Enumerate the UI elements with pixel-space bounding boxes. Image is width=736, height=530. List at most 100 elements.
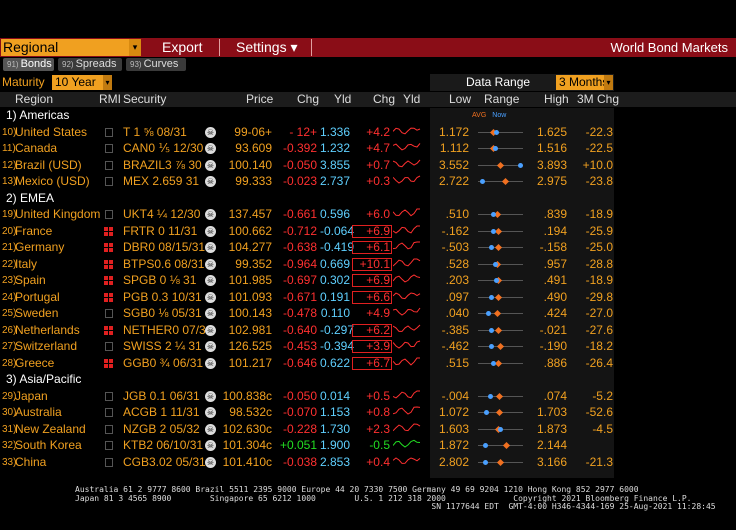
skull-icon[interactable]: ☠ (205, 407, 216, 418)
group-header[interactable]: 2) EMEA (6, 190, 55, 205)
table-row[interactable]: 28) Greece GGB0 ¾ 06/31 ☠ 101.217 -0.646 0.622… (0, 356, 736, 371)
skull-icon[interactable]: ☠ (205, 291, 216, 303)
table-row[interactable]: 33) China CGB3.02 05/31 ☠ 101.410c -0.038 2.85… (0, 455, 736, 470)
group-header[interactable]: 1) Americas (6, 108, 70, 122)
table-row[interactable]: 31) New Zealand NZGB 2 05/32 ☠ 102.630c -0.22… (0, 422, 736, 437)
col-price[interactable]: Price (246, 92, 274, 106)
range-high: 1.516 (536, 141, 567, 155)
skull-icon[interactable]: ☠ (205, 324, 216, 336)
yield-value: 1.232 (320, 141, 351, 155)
skull-icon[interactable]: ☠ (205, 126, 216, 138)
table-row[interactable]: 23) Spain SPGB 0 ⅛ 31 ☠ 101.985 -0.697 0.302 +6… (0, 273, 736, 288)
skull-icon[interactable]: ☠ (205, 209, 216, 220)
skull-icon[interactable]: ☠ (205, 143, 216, 154)
col-region[interactable]: Region (15, 92, 54, 106)
range-low: .097 (445, 289, 469, 304)
range-low: -.503 (441, 240, 469, 254)
skull-icon[interactable]: ☠ (205, 275, 216, 286)
three-month-change: -4.5 (592, 421, 613, 436)
table-row[interactable]: 12) Brazil (USD) BRAZIL3 ⅞ 30 ☠ 100.140 -0.05… (0, 158, 736, 173)
skull-icon[interactable]: ☠ (205, 258, 216, 270)
yield-value: 0.622 (320, 355, 351, 370)
col-rmi[interactable]: RMI (99, 92, 121, 106)
range-low: 1.072 (438, 405, 469, 419)
skull-icon[interactable]: ☠ (205, 159, 216, 171)
skull-icon[interactable]: ☠ (205, 242, 216, 253)
yield-change: +4.2 (366, 124, 390, 139)
table-row[interactable]: 13) Mexico (USD) MEX 2.659 31 ☠ 99.333 -0.023… (0, 174, 736, 189)
regional-dropdown[interactable]: Regional ▾ (1, 39, 141, 56)
col-chg[interactable]: Chg (297, 92, 320, 106)
table-row[interactable]: 22) Italy BTPS0.6 08/31 ☠ 99.352 -0.964 0.669 +… (0, 257, 736, 272)
tab-spreads[interactable]: 92) Spreads (58, 58, 122, 71)
table-row[interactable]: 25) Sweden SGB0 ⅛ 05/31 ☠ 100.143 -0.478 0.110… (0, 306, 736, 321)
table-row[interactable]: 30) Australia ACGB 1 11/31 ☠ 98.532c -0.070 1.… (0, 405, 736, 420)
row-number: 10) (2, 126, 17, 138)
rmi-icon (105, 127, 113, 137)
three-month-change: -18.9 (585, 207, 613, 221)
table-row[interactable]: 32) South Korea KTB2 06/10/31 ☠ 101.304c +0.0… (0, 438, 736, 453)
rmi-icon (105, 342, 113, 351)
maturity-dropdown[interactable]: 10 Year ▾ (52, 75, 112, 90)
table-row[interactable]: 10) United States T 1 ⅝ 08/31 ☠ 99-06+ - 12+ 1… (0, 125, 736, 140)
skull-icon[interactable]: ☠ (205, 456, 216, 468)
skull-icon[interactable]: ☠ (205, 225, 216, 237)
region-name: Portugal (15, 289, 60, 304)
table-row[interactable]: 11) Canada CAN0 ⅕ 12/30 ☠ 93.609 -0.392 1.232 +… (0, 141, 736, 156)
col-range[interactable]: Range (484, 92, 520, 106)
range-low: .528 (445, 256, 469, 271)
table-row[interactable]: 24) Portugal PGB 0.3 10/31 ☠ 101.093 -0.671 0.… (0, 290, 736, 305)
col-high[interactable]: High (544, 92, 569, 106)
skull-icon[interactable]: ☠ (205, 341, 216, 352)
col-3m-chg[interactable]: 3M Chg (577, 92, 620, 106)
tab-curves[interactable]: 93) Curves (126, 58, 186, 71)
menu-divider (311, 39, 312, 56)
security-name: SPGB 0 ⅛ 31 (123, 273, 197, 287)
table-row[interactable]: 26) Netherlands NETHER0 07/31 ☠ 102.981 -0.64… (0, 323, 736, 338)
now-marker (492, 146, 498, 151)
yield-change: +2.3 (366, 421, 390, 436)
skull-icon[interactable]: ☠ (205, 423, 216, 435)
skull-icon[interactable]: ☠ (205, 176, 216, 187)
data-range-dropdown[interactable]: 3 Months ▾ (556, 75, 613, 90)
table-row[interactable]: 21) Germany DBR0 08/15/31 ☠ 104.277 -0.638 -0.… (0, 240, 736, 255)
yield-change: +6.0 (366, 207, 390, 221)
col-security[interactable]: Security (123, 92, 167, 106)
table-row[interactable]: 27) Switzerland SWISS 2 ¼ 31 ☠ 126.525 -0.453… (0, 339, 736, 354)
region-name: Brazil (USD) (15, 157, 82, 172)
col-yld[interactable]: Yld (334, 92, 352, 106)
col-low[interactable]: Low (449, 92, 472, 106)
yield-change: +6.2 (366, 322, 390, 337)
table-row[interactable]: 29) Japan JGB 0.1 06/31 ☠ 100.838c -0.050 0.01… (0, 389, 736, 404)
footer-line: Australia 61 2 9777 8600 Brazil 5511 239… (75, 485, 639, 494)
col-yld-spark[interactable]: Yld (403, 92, 421, 106)
export-menu[interactable]: Export (162, 39, 203, 55)
tab-bonds[interactable]: 91) Bonds (3, 58, 54, 71)
yield-value: 1.730 (320, 421, 351, 436)
skull-icon[interactable]: ☠ (205, 308, 216, 319)
table-row[interactable]: 19) United Kingdom UKT4 ¼ 12/30 ☠ 137.457 -0.… (0, 207, 736, 222)
region-name: Spain (15, 273, 46, 287)
yield-value: 0.014 (320, 388, 351, 403)
price-value: 101.985 (228, 273, 272, 287)
highlight-box (352, 224, 392, 238)
price-change: -0.070 (282, 405, 317, 419)
avg-marker (497, 458, 505, 466)
now-marker (490, 360, 496, 366)
price-value: 99.333 (235, 174, 272, 188)
settings-menu[interactable]: Settings ▾ (236, 39, 298, 55)
table-row[interactable]: 20) France FRTR 0 11/31 ☠ 100.662 -0.712 -0.06… (0, 224, 736, 239)
col-yld-chg[interactable]: Chg (373, 92, 396, 106)
footer-line: SN 1177644 EDT GMT-4:00 H346-4344-169 25… (75, 502, 716, 511)
yield-value: -0.394 (320, 339, 355, 353)
three-month-change: -26.4 (585, 355, 613, 370)
skull-icon[interactable]: ☠ (205, 357, 216, 369)
region-name: Canada (15, 141, 58, 155)
security-name: SWISS 2 ¼ 31 (123, 339, 202, 353)
skull-icon[interactable]: ☠ (205, 390, 216, 402)
price-change: -0.050 (282, 157, 317, 172)
group-header[interactable]: 3) Asia/Pacific (6, 372, 82, 386)
three-month-change: -23.8 (585, 174, 613, 188)
highlight-box (352, 356, 392, 370)
skull-icon[interactable]: ☠ (205, 440, 216, 451)
